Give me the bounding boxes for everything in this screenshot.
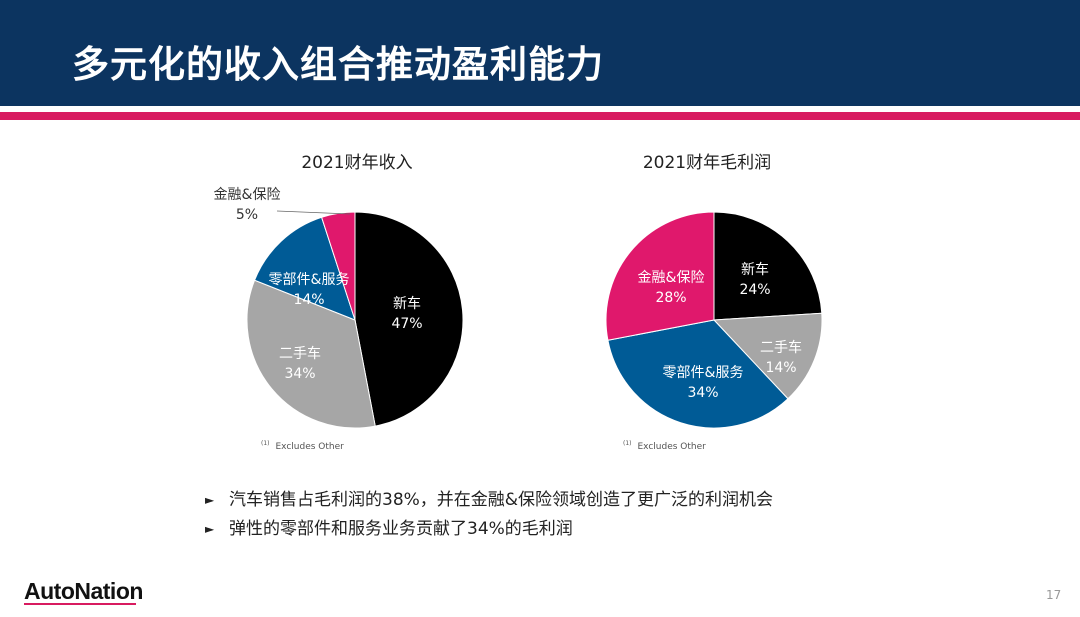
bullet-list: ► 汽车销售占毛利润的38%，并在金融&保险领域创造了更广泛的利润机会 ► 弹性… xyxy=(205,488,845,546)
slice-name-label: 新车 xyxy=(393,295,421,312)
footnote-text: Excludes Other xyxy=(275,442,344,452)
bullet-item: ► 弹性的零部件和服务业务贡献了34%的毛利润 xyxy=(205,517,845,542)
slice-name-label: 新车 xyxy=(741,261,769,278)
revenue-pie: 新车 47% 二手车 34% 零部件&服务 14% 金融&保险 5% xyxy=(214,187,464,429)
bullet-text: 弹性的零部件和服务业务贡献了34%的毛利润 xyxy=(229,519,573,539)
footnote-marker: (1) xyxy=(261,440,270,447)
slice-value-label: 5% xyxy=(236,207,258,223)
autonation-logo: AutoNation xyxy=(24,578,143,604)
slice-value-label: 24% xyxy=(739,282,770,298)
slice-name-label: 二手车 xyxy=(279,345,321,362)
footnote-text: Excludes Other xyxy=(637,442,706,452)
accent-divider xyxy=(0,112,1080,120)
leader-line xyxy=(276,210,351,215)
revenue-chart-title: 2021财年收入 xyxy=(301,153,413,173)
header-bar: 多元化的收入组合推动盈利能力 xyxy=(0,0,1080,106)
slice-name-label: 金融&保险 xyxy=(638,270,705,286)
profit-footnote: (1) Excludes Other xyxy=(623,440,706,452)
pie-slice xyxy=(713,211,823,321)
bullet-text: 汽车销售占毛利润的38%，并在金融&保险领域创造了更广泛的利润机会 xyxy=(229,490,774,510)
triangle-bullet-icon: ► xyxy=(205,493,215,507)
pie-slice xyxy=(605,211,715,341)
profit-chart-title: 2021财年毛利润 xyxy=(642,153,772,173)
slide-title: 多元化的收入组合推动盈利能力 xyxy=(72,43,604,86)
pie-slice xyxy=(354,211,464,427)
triangle-bullet-icon: ► xyxy=(205,522,215,536)
pie-slice xyxy=(607,319,789,429)
slice-name-label: 零部件&服务 xyxy=(663,365,744,381)
slice-name-label: 二手车 xyxy=(760,339,802,356)
slice-value-label: 14% xyxy=(765,360,796,376)
logo-underline xyxy=(24,603,136,605)
slice-name-label: 零部件&服务 xyxy=(269,272,350,288)
slice-value-label: 34% xyxy=(687,385,718,401)
revenue-footnote: (1) Excludes Other xyxy=(261,440,344,452)
slice-value-label: 28% xyxy=(655,290,686,306)
slice-value-label: 14% xyxy=(293,292,324,308)
bullet-item: ► 汽车销售占毛利润的38%，并在金融&保险领域创造了更广泛的利润机会 xyxy=(205,488,845,513)
slice-value-label: 34% xyxy=(284,366,315,382)
footnote-marker: (1) xyxy=(623,440,632,447)
pie-slice xyxy=(246,279,376,429)
pie-slice xyxy=(712,312,823,400)
page-number: 17 xyxy=(1046,588,1062,602)
slice-name-label: 金融&保险 xyxy=(214,187,281,203)
slice-value-label: 47% xyxy=(391,316,422,332)
profit-pie: 新车 24% 二手车 14% 零部件&服务 34% 金融&保险 28% xyxy=(605,211,823,429)
